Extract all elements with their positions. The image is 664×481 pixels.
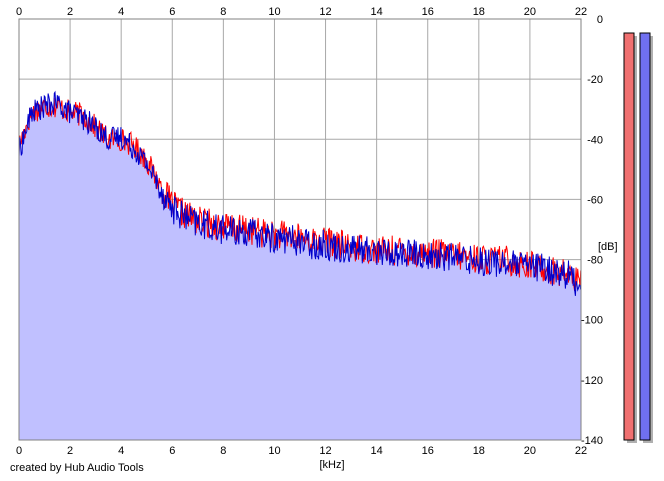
- y-tick-label: -80: [587, 255, 603, 267]
- x-tick-label: 8: [220, 6, 226, 18]
- spectrum-fill: [19, 92, 581, 440]
- x-tick-label: 12: [319, 6, 331, 18]
- x-tick-label: 18: [473, 6, 485, 18]
- y-axis-right: 0 -20 -40 -60 -80 -100 -120 -140: [581, 14, 603, 447]
- x-tick-label: 16: [422, 6, 434, 18]
- x-tick-label: 8: [220, 445, 226, 457]
- y-tick-label: -20: [587, 74, 603, 86]
- x-axis-top: 0 2 4 6 8 10 12 14 16 18 20 22: [16, 6, 587, 18]
- x-tick-label: 22: [575, 6, 587, 18]
- plot-frame: [18, 18, 582, 441]
- y-tick-label: -40: [587, 134, 603, 146]
- x-tick-label: 14: [371, 445, 383, 457]
- x-tick-label: 22: [575, 445, 587, 457]
- x-tick-label: 14: [371, 6, 383, 18]
- x-tick-label: 0: [16, 6, 22, 18]
- y-axis-label: [dB]: [598, 241, 618, 253]
- x-tick-label: 10: [268, 6, 280, 18]
- series-area: [19, 92, 581, 440]
- x-tick-label: 4: [118, 6, 124, 18]
- level-meter-r: [639, 32, 651, 441]
- y-tick-label: -120: [581, 375, 603, 387]
- x-tick-label: 10: [268, 445, 280, 457]
- x-axis-label: [kHz]: [319, 459, 344, 471]
- x-tick-label: 6: [169, 445, 175, 457]
- y-tick-label: -100: [581, 315, 603, 327]
- level-meter-l: [623, 32, 635, 441]
- x-tick-label: 20: [524, 6, 536, 18]
- x-tick-label: 0: [16, 445, 22, 457]
- y-tick-label: -140: [581, 435, 603, 447]
- x-tick-label: 18: [473, 445, 485, 457]
- x-axis-bottom: 0 2 4 6 8 10 12 14 16 18 20 22: [16, 445, 587, 457]
- y-tick-label: -60: [587, 194, 603, 206]
- spectrum-lines: [18, 90, 582, 296]
- x-tick-label: 20: [524, 445, 536, 457]
- x-tick-label: 6: [169, 6, 175, 18]
- x-tick-label: 16: [422, 445, 434, 457]
- level-meters: [623, 32, 653, 443]
- x-tick-label: 2: [67, 445, 73, 457]
- y-tick-label: 0: [597, 14, 603, 26]
- series-line: [18, 90, 582, 296]
- x-tick-label: 4: [118, 445, 124, 457]
- credit-text: created by Hub Audio Tools: [10, 462, 144, 474]
- x-tick-label: 2: [67, 6, 73, 18]
- x-tick-label: 12: [319, 445, 331, 457]
